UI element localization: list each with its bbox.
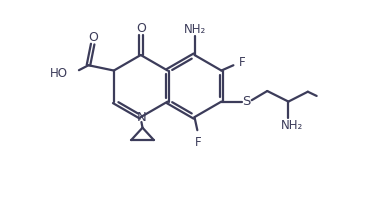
Text: N: N [137, 111, 147, 124]
Text: NH₂: NH₂ [281, 119, 303, 132]
Text: NH₂: NH₂ [184, 23, 206, 36]
Text: O: O [88, 31, 98, 44]
Text: S: S [243, 95, 251, 108]
Text: F: F [195, 136, 201, 149]
Text: F: F [239, 56, 246, 69]
Text: O: O [136, 22, 146, 35]
Text: HO: HO [50, 67, 68, 80]
